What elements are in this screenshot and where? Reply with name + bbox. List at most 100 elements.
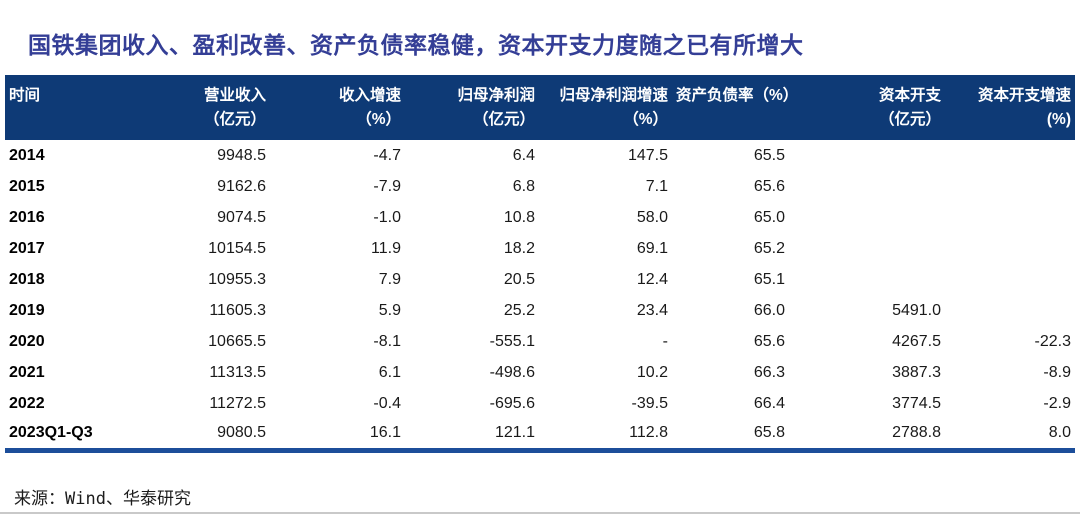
value-cell: 25.2 [503, 301, 535, 319]
header-cell-4: 归母净利润增速 （%） [539, 75, 672, 140]
value-cell [945, 264, 1075, 295]
value-cell: 69.1 [636, 239, 668, 257]
value-cell: -1.0 [373, 208, 401, 226]
header-cell-6: 资本开支 （亿元） [789, 75, 945, 140]
value-cell: 5.9 [378, 301, 401, 319]
value-cell: -498.6 [489, 363, 535, 381]
table-header: 时间 营业收入 （亿元） 收入增速 （%） 归母净利润 （亿元） 归母净利润增速 （%） 资产负… [5, 75, 1075, 140]
value-cell: 112.8 [629, 424, 668, 442]
value-cell: 10.2 [636, 363, 668, 381]
value-cell: 10955.3 [208, 270, 266, 288]
value-cell: -0.4 [373, 394, 401, 412]
value-cell: 121.1 [494, 424, 535, 442]
header-label: 资本开支增速 [977, 87, 1071, 104]
value-cell: 7.9 [378, 270, 401, 288]
value-cell: -2.9 [1043, 394, 1071, 412]
value-cell: 9162.6 [217, 177, 266, 195]
value-cell [789, 233, 945, 264]
table-row: 2020 10665.5 -8.1 -555.1 - 65.6 4267.5 -22.3 [5, 326, 1075, 357]
header-cell-0: 时间 [5, 75, 133, 140]
table-row: 2016 9074.5 -1.0 10.8 58.0 65.0 [5, 202, 1075, 233]
value-cell: -8.1 [373, 332, 401, 350]
table-row: 2023Q1-Q3 9080.5 16.1 121.1 112.8 65.8 2788.8 8… [5, 419, 1075, 450]
value-cell: 16.1 [369, 424, 401, 442]
period-cell: 2015 [9, 177, 45, 195]
value-cell: 6.8 [512, 177, 535, 195]
value-cell: 3887.3 [892, 363, 941, 381]
value-cell: 10665.5 [208, 332, 266, 350]
value-cell: - [662, 332, 668, 350]
header-unit-label: （%） [356, 111, 401, 128]
header-label: 营业收入 [203, 87, 266, 104]
value-cell: 6.4 [512, 146, 535, 164]
value-cell: 66.4 [753, 394, 785, 412]
period-cell: 2022 [9, 394, 45, 412]
value-cell: -7.9 [373, 177, 401, 195]
value-cell [945, 202, 1075, 233]
value-cell: 65.1 [753, 270, 785, 288]
value-cell: 11605.3 [209, 301, 266, 319]
value-cell [789, 264, 945, 295]
period-cell: 2019 [9, 301, 45, 319]
value-cell [945, 295, 1075, 326]
period-cell: 2018 [9, 270, 45, 288]
table-row: 2014 9948.5 -4.7 6.4 147.5 65.5 [5, 140, 1075, 171]
header-label: 收入增速 [338, 87, 401, 104]
value-cell: 65.8 [753, 424, 785, 442]
period-cell: 2021 [9, 363, 45, 381]
value-cell: 12.4 [636, 270, 668, 288]
value-cell: 2788.8 [892, 424, 941, 442]
value-cell: 4267.5 [892, 332, 941, 350]
period-cell: 2023Q1-Q3 [9, 424, 93, 442]
page-title: 国铁集团收入、盈利改善、资产负债率稳健，资本开支力度随之已有所增大 [28, 32, 804, 58]
value-cell: 66.0 [753, 301, 785, 319]
header-unit-label: (%) [1046, 111, 1071, 128]
value-cell: 3774.5 [892, 394, 941, 412]
value-cell: -22.3 [1034, 332, 1071, 350]
header-label: 归母净利润 [457, 87, 535, 104]
header-unit-label [676, 108, 785, 132]
header-row: 时间 营业收入 （亿元） 收入增速 （%） 归母净利润 （亿元） 归母净利润增速 （%） 资产负… [5, 75, 1075, 140]
value-cell: 65.6 [753, 332, 785, 350]
value-cell: 11313.5 [209, 363, 266, 381]
value-cell [789, 171, 945, 202]
value-cell [789, 140, 945, 171]
value-cell: 11.9 [371, 239, 401, 257]
value-cell [945, 233, 1075, 264]
value-cell: 65.2 [753, 239, 785, 257]
value-cell: 9080.5 [217, 424, 266, 442]
header-cell-5: 资产负债率（%） [672, 75, 799, 140]
value-cell: 8.0 [1048, 424, 1071, 442]
table-row: 2021 11313.5 6.1 -498.6 10.2 66.3 3887.3 -8.9 [5, 357, 1075, 388]
table-row: 2017 10154.5 11.9 18.2 69.1 65.2 [5, 233, 1075, 264]
header-cell-1: 营业收入 （亿元） [133, 75, 270, 140]
header-unit-label: （亿元） [472, 111, 535, 128]
value-cell: 7.1 [645, 177, 668, 195]
period-cell: 2017 [9, 239, 45, 257]
header-label: 资产负债率（%） [676, 87, 799, 104]
table-row: 2015 9162.6 -7.9 6.8 7.1 65.6 [5, 171, 1075, 202]
value-cell: 58.0 [636, 208, 668, 226]
header-unit-label [9, 108, 129, 132]
header-cell-2: 收入增速 （%） [270, 75, 405, 140]
value-cell: -39.5 [631, 394, 668, 412]
financial-table: 时间 营业收入 （亿元） 收入增速 （%） 归母净利润 （亿元） 归母净利润增速 （%） 资产负… [5, 75, 1075, 453]
value-cell: 5491.0 [892, 301, 941, 319]
value-cell [945, 140, 1075, 171]
period-cell: 2020 [9, 332, 45, 350]
value-cell: 6.1 [378, 363, 401, 381]
value-cell: 9074.5 [217, 208, 266, 226]
source-note: 来源：Wind、华泰研究 [14, 489, 191, 509]
value-cell: 9948.5 [217, 146, 266, 164]
value-cell: 10.8 [503, 208, 535, 226]
value-cell [945, 171, 1075, 202]
table-row: 2018 10955.3 7.9 20.5 12.4 65.1 [5, 264, 1075, 295]
header-label: 归母净利润增速 [559, 87, 668, 104]
value-cell: 11272.5 [209, 394, 266, 412]
header-unit-label: （%） [623, 111, 668, 128]
value-cell [789, 202, 945, 233]
header-cell-3: 归母净利润 （亿元） [405, 75, 539, 140]
value-cell: 18.2 [503, 239, 535, 257]
header-unit-label: （亿元） [878, 111, 941, 128]
